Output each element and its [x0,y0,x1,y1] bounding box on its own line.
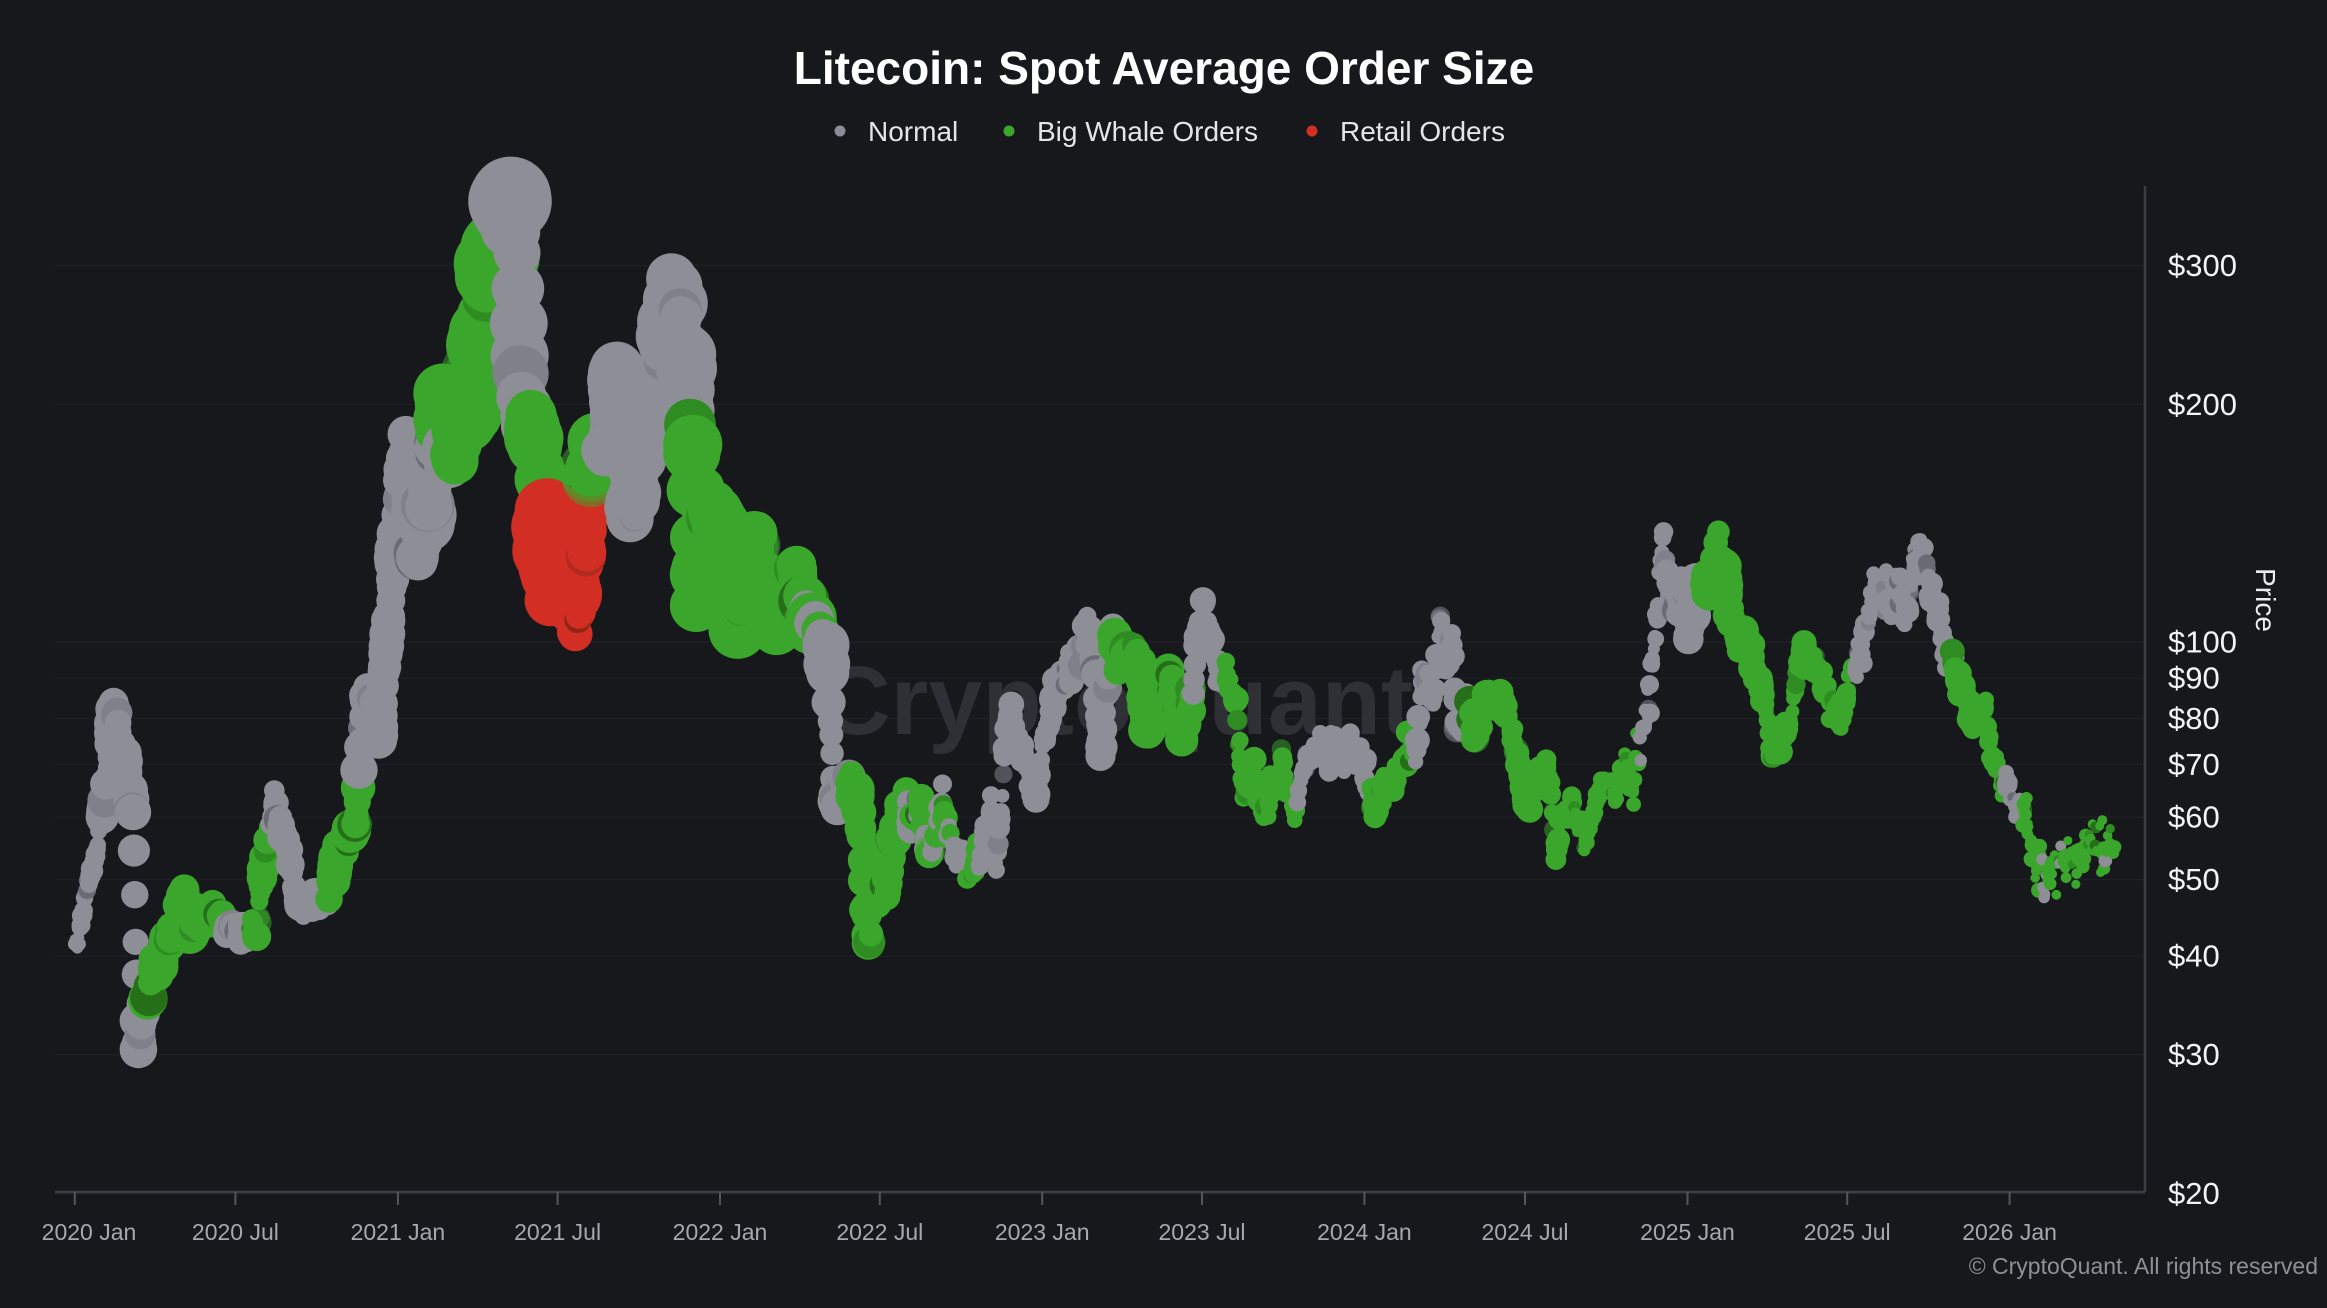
svg-text:$300: $300 [2168,248,2237,283]
svg-text:2023 Jul: 2023 Jul [1159,1219,1246,1245]
svg-text:Big Whale Orders: Big Whale Orders [1037,116,1258,147]
svg-text:$90: $90 [2168,661,2220,696]
svg-text:2023 Jan: 2023 Jan [995,1219,1090,1245]
svg-text:2025 Jan: 2025 Jan [1640,1219,1735,1245]
svg-text:$100: $100 [2168,625,2237,660]
svg-text:Normal: Normal [868,116,958,147]
svg-text:2020 Jul: 2020 Jul [192,1219,279,1245]
svg-text:2026 Jan: 2026 Jan [1962,1219,2057,1245]
svg-text:$70: $70 [2168,747,2220,782]
svg-text:$30: $30 [2168,1037,2220,1072]
svg-text:Litecoin: Spot Average Order S: Litecoin: Spot Average Order Size [794,42,1534,94]
svg-text:Retail Orders: Retail Orders [1340,116,1505,147]
svg-text:Price: Price [2250,568,2281,632]
svg-text:$60: $60 [2168,800,2220,835]
svg-text:2020 Jan: 2020 Jan [42,1219,137,1245]
svg-text:© CryptoQuant. All rights rese: © CryptoQuant. All rights reserved [1969,1253,2318,1279]
svg-text:2025 Jul: 2025 Jul [1804,1219,1891,1245]
svg-text:2024 Jan: 2024 Jan [1317,1219,1412,1245]
svg-text:2022 Jan: 2022 Jan [673,1219,768,1245]
svg-text:2021 Jul: 2021 Jul [514,1219,601,1245]
svg-text:$20: $20 [2168,1176,2220,1211]
svg-text:2022 Jul: 2022 Jul [836,1219,923,1245]
svg-text:$200: $200 [2168,387,2237,422]
svg-text:$40: $40 [2168,939,2220,974]
svg-text:$50: $50 [2168,862,2220,897]
svg-text:$80: $80 [2168,701,2220,736]
svg-text:2024 Jul: 2024 Jul [1482,1219,1569,1245]
svg-text:2021 Jan: 2021 Jan [351,1219,446,1245]
